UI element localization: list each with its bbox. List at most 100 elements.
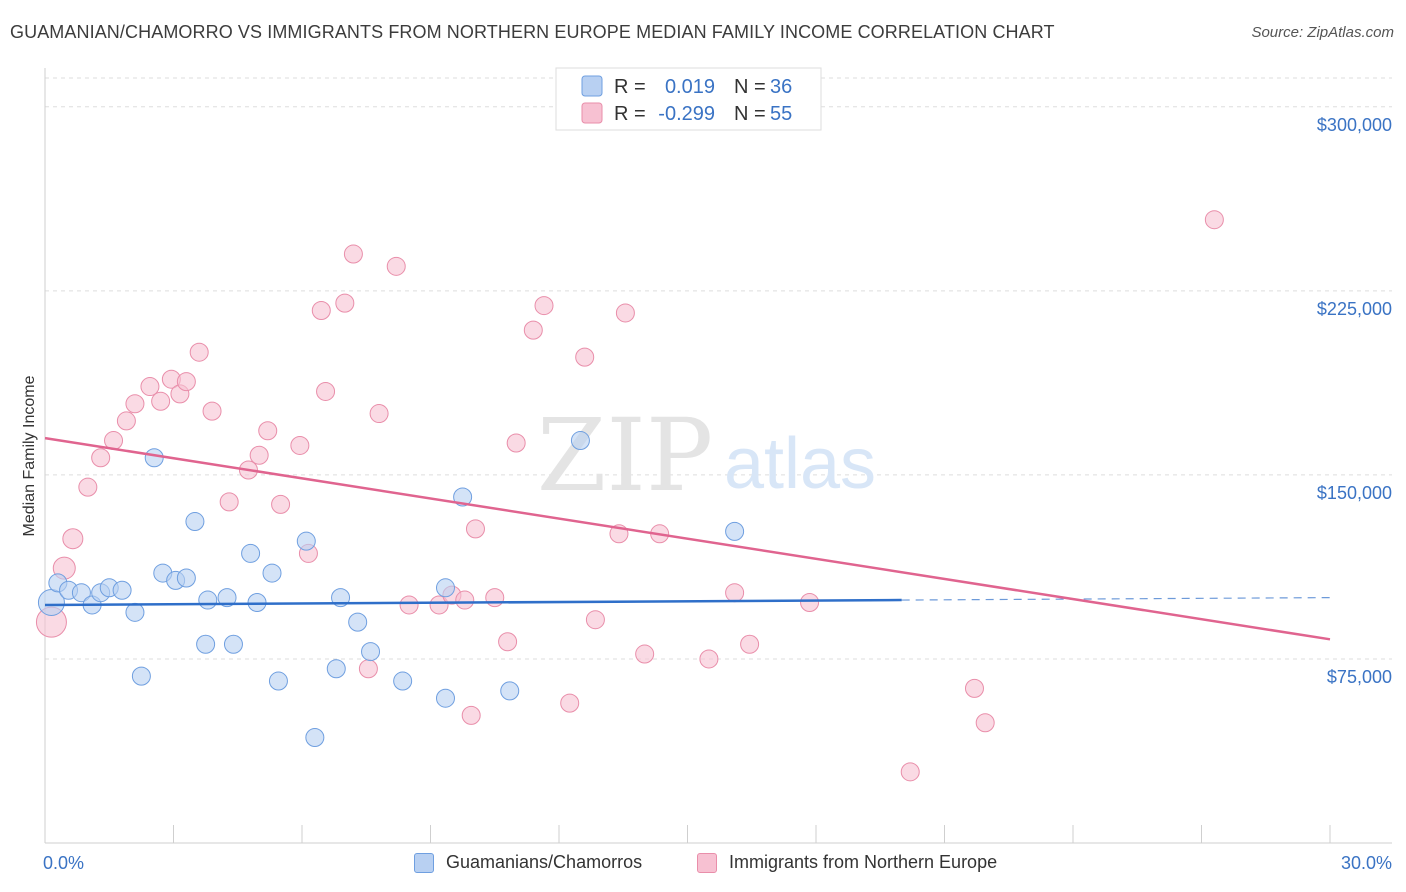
- point-guamanians: [435, 688, 455, 708]
- gridlines: [45, 77, 1392, 660]
- point-guamanians: [198, 590, 218, 610]
- correlation-legend: R = 0.019 N = 36 R = -0.299 N = 55: [555, 67, 822, 131]
- point-immigrants: [429, 595, 449, 615]
- legend-n-value-1: 36: [770, 76, 792, 98]
- point-immigrants: [202, 401, 222, 421]
- legend-swatch-guamanians: [414, 852, 434, 873]
- point-immigrants: [386, 256, 406, 276]
- axes: $75,000 $150,000 $225,000 $300,000 0.0% 30.0%: [43, 68, 1392, 873]
- legend-swatch-pink: [581, 102, 603, 124]
- point-immigrants: [125, 394, 145, 414]
- legend-item-guamanians: Guamanians/Chamorros: [414, 852, 642, 873]
- point-immigrants: [560, 693, 580, 713]
- point-immigrants: [523, 320, 543, 340]
- point-immigrants: [62, 528, 84, 550]
- point-immigrants: [964, 678, 984, 698]
- point-guamanians: [725, 521, 745, 541]
- point-immigrants: [635, 644, 655, 664]
- point-immigrants: [1204, 210, 1224, 230]
- y-tick-label: $75,000: [1327, 667, 1392, 687]
- point-guamanians: [435, 578, 455, 598]
- point-guamanians: [196, 634, 216, 654]
- point-guamanians: [217, 588, 237, 608]
- legend-r-value-2: -0.299: [658, 103, 715, 125]
- point-immigrants: [343, 244, 363, 264]
- point-immigrants: [140, 377, 160, 397]
- point-immigrants: [399, 595, 419, 615]
- point-guamanians: [393, 671, 413, 691]
- point-immigrants: [316, 381, 336, 401]
- point-immigrants: [585, 610, 605, 630]
- point-immigrants: [258, 421, 278, 441]
- trend-line-guamanians-extension: [901, 597, 1331, 601]
- legend-n-label-2: N =: [734, 103, 766, 125]
- point-immigrants: [91, 448, 111, 468]
- point-immigrants: [485, 588, 505, 608]
- point-guamanians: [262, 563, 282, 583]
- point-immigrants: [506, 433, 526, 453]
- point-immigrants: [800, 593, 820, 613]
- legend-r-value-1: 0.019: [665, 76, 715, 98]
- y-tick-label: $300,000: [1317, 115, 1392, 135]
- point-immigrants: [78, 477, 98, 497]
- point-immigrants: [498, 632, 518, 652]
- point-guamanians: [176, 568, 196, 588]
- point-guamanians: [223, 634, 243, 654]
- point-immigrants: [358, 659, 378, 679]
- x-tick-label-min: 0.0%: [43, 853, 84, 873]
- point-guamanians: [112, 580, 132, 600]
- point-guamanians: [71, 583, 91, 603]
- point-immigrants: [369, 404, 389, 424]
- point-immigrants: [615, 303, 635, 323]
- point-immigrants: [219, 492, 239, 512]
- point-guamanians: [326, 659, 346, 679]
- point-guamanians: [500, 681, 520, 701]
- legend-label-guamanians: Guamanians/Chamorros: [446, 852, 643, 872]
- point-immigrants: [116, 411, 136, 431]
- point-immigrants: [290, 435, 310, 455]
- legend-swatch-immigrants: [697, 852, 717, 873]
- point-immigrants: [534, 296, 554, 316]
- legend-swatch-blue: [581, 75, 603, 97]
- point-immigrants: [249, 445, 269, 465]
- point-guamanians: [241, 543, 261, 563]
- watermark-zip: ZIP: [537, 397, 713, 514]
- point-immigrants: [740, 634, 760, 654]
- trend-line-guamanians: [44, 598, 902, 607]
- legend-r-label-2: R =: [614, 103, 646, 125]
- point-immigrants: [176, 372, 196, 392]
- point-immigrants: [900, 762, 920, 782]
- source-credit: Source: ZipAtlas.com: [1251, 24, 1394, 41]
- trend-line-immigrants: [44, 436, 1331, 641]
- watermark-atlas: atlas: [724, 424, 876, 504]
- legend-label-immigrants: Immigrants from Northern Europe: [729, 852, 998, 872]
- point-immigrants: [311, 300, 331, 320]
- point-immigrants: [461, 705, 481, 725]
- point-guamanians: [125, 602, 145, 622]
- point-immigrants: [455, 590, 475, 610]
- x-tick-label-max: 30.0%: [1341, 853, 1392, 873]
- point-guamanians: [131, 666, 151, 686]
- series-guamanians-chamorros: [37, 431, 745, 747]
- legend-item-immigrants: Immigrants from Northern Europe: [697, 852, 997, 873]
- chart-title: GUAMANIAN/CHAMORRO VS IMMIGRANTS FROM NO…: [10, 22, 1055, 42]
- point-guamanians: [144, 448, 164, 468]
- point-immigrants: [151, 391, 171, 411]
- point-guamanians: [361, 642, 381, 662]
- point-immigrants: [699, 649, 719, 669]
- point-guamanians: [453, 487, 473, 507]
- point-immigrants: [575, 347, 595, 367]
- point-immigrants: [725, 583, 745, 603]
- y-tick-label: $150,000: [1317, 483, 1392, 503]
- point-guamanians: [268, 671, 288, 691]
- legend-r-label-1: R =: [614, 76, 646, 98]
- y-tick-label: $225,000: [1317, 299, 1392, 319]
- point-guamanians: [296, 531, 316, 551]
- legend-n-value-2: 55: [770, 103, 792, 125]
- point-immigrants: [189, 342, 209, 362]
- watermark: ZIP atlas: [537, 397, 876, 514]
- point-guamanians: [185, 512, 205, 532]
- legend-n-label-1: N =: [734, 76, 766, 98]
- point-guamanians: [570, 431, 590, 451]
